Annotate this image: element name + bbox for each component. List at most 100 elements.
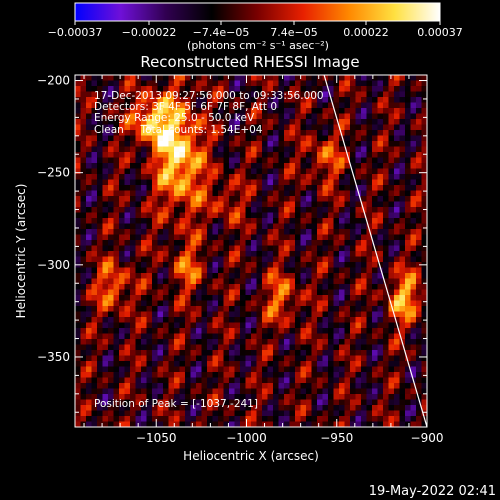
heatmap-cell (207, 234, 213, 241)
heatmap-cell (130, 372, 136, 378)
heatmap-cell (267, 372, 274, 378)
heatmap-cell (80, 97, 87, 103)
heatmap-cell (377, 344, 384, 351)
heatmap-cell (223, 141, 230, 147)
heatmap-cell (245, 97, 252, 103)
heatmap-cell (300, 157, 307, 164)
heatmap-cell (91, 80, 98, 87)
heatmap-cell (350, 157, 356, 164)
heatmap-cell (278, 80, 285, 87)
heatmap-cell (245, 201, 252, 208)
heatmap-cell (124, 361, 131, 367)
heatmap-cell (295, 383, 301, 389)
heatmap-cell (124, 377, 131, 384)
heatmap-cell (157, 190, 164, 197)
heatmap-cell (108, 366, 114, 373)
heatmap-cell (344, 328, 351, 334)
heatmap-cell (163, 317, 169, 323)
heatmap-cell (130, 251, 136, 257)
heatmap-cell (377, 113, 384, 120)
heatmap-cell (289, 267, 296, 274)
heatmap-cell (355, 196, 362, 202)
heatmap-cell (350, 245, 356, 252)
heatmap-cell (152, 372, 158, 378)
heatmap-cell (157, 201, 164, 208)
heatmap-cell (405, 251, 411, 257)
heatmap-cell (355, 163, 362, 169)
heatmap-cell (394, 317, 400, 323)
heatmap-cell (416, 388, 422, 395)
heatmap-cell (278, 377, 285, 384)
heatmap-cell (157, 344, 164, 351)
heatmap-cell (300, 388, 307, 395)
heatmap-cell (278, 119, 285, 125)
heatmap-cell (218, 91, 224, 98)
heatmap-cell (399, 388, 406, 395)
heatmap-cell (229, 388, 235, 395)
heatmap-cell (218, 372, 224, 378)
heatmap-cell (108, 163, 114, 169)
heatmap-cell (366, 218, 373, 224)
heatmap-cell (201, 366, 208, 373)
heatmap-cell (113, 388, 120, 395)
heatmap-cell (102, 185, 109, 191)
heatmap-cell (361, 196, 367, 202)
heatmap-cell (388, 218, 395, 224)
heatmap-cell (421, 388, 427, 395)
heatmap-cell (328, 168, 334, 175)
heatmap-cell (383, 97, 389, 103)
heatmap-cell (256, 168, 263, 175)
heatmap-cell (196, 174, 202, 180)
heatmap-cell (350, 130, 356, 136)
heatmap-cell (306, 251, 312, 257)
heatmap-cell (119, 311, 125, 318)
heatmap-cell (212, 421, 219, 427)
heatmap-cell (190, 223, 197, 230)
heatmap-cell (251, 317, 257, 323)
heatmap-cell (377, 421, 384, 427)
heatmap-cell (306, 152, 312, 158)
heatmap-cell (317, 366, 323, 373)
heatmap-cell (229, 311, 235, 318)
heatmap-cell (311, 91, 318, 98)
heatmap-cell (174, 75, 180, 81)
heatmap-cell (130, 97, 136, 103)
heatmap-cell (344, 295, 351, 301)
heatmap-cell (240, 289, 246, 296)
heatmap-cell (174, 377, 180, 384)
heatmap-cell (135, 80, 142, 87)
heatmap-cell (372, 196, 378, 202)
heatmap-cell (355, 262, 362, 268)
heatmap-cell (273, 141, 279, 147)
heatmap-cell (267, 240, 274, 246)
heatmap-cell (377, 322, 384, 329)
heatmap-cell (130, 284, 136, 290)
heatmap-cell (102, 91, 109, 98)
heatmap-cell (91, 108, 98, 114)
heatmap-cell (273, 339, 279, 345)
heatmap-cell (339, 344, 345, 351)
heatmap-cell (130, 240, 136, 246)
heatmap-cell (196, 306, 202, 312)
heatmap-cell (218, 405, 224, 411)
heatmap-cell (190, 108, 197, 114)
heatmap-cell (284, 102, 290, 109)
heatmap-cell (113, 333, 120, 340)
heatmap-cell (355, 300, 362, 307)
heatmap-cell (383, 322, 389, 329)
heatmap-cell (383, 399, 389, 406)
heatmap-cell (366, 339, 373, 345)
heatmap-cell (163, 234, 169, 241)
heatmap-cell (317, 113, 323, 120)
heatmap-cell (273, 124, 279, 131)
heatmap-cell (289, 300, 296, 307)
heatmap-cell (333, 141, 340, 147)
heatmap-cell (372, 273, 378, 279)
heatmap-cell (383, 130, 389, 136)
heatmap-cell (223, 212, 230, 219)
heatmap-cell (405, 267, 411, 274)
heatmap-cell (300, 311, 307, 318)
heatmap-cell (328, 328, 334, 334)
heatmap-cell (207, 135, 213, 142)
heatmap-cell (229, 163, 235, 169)
